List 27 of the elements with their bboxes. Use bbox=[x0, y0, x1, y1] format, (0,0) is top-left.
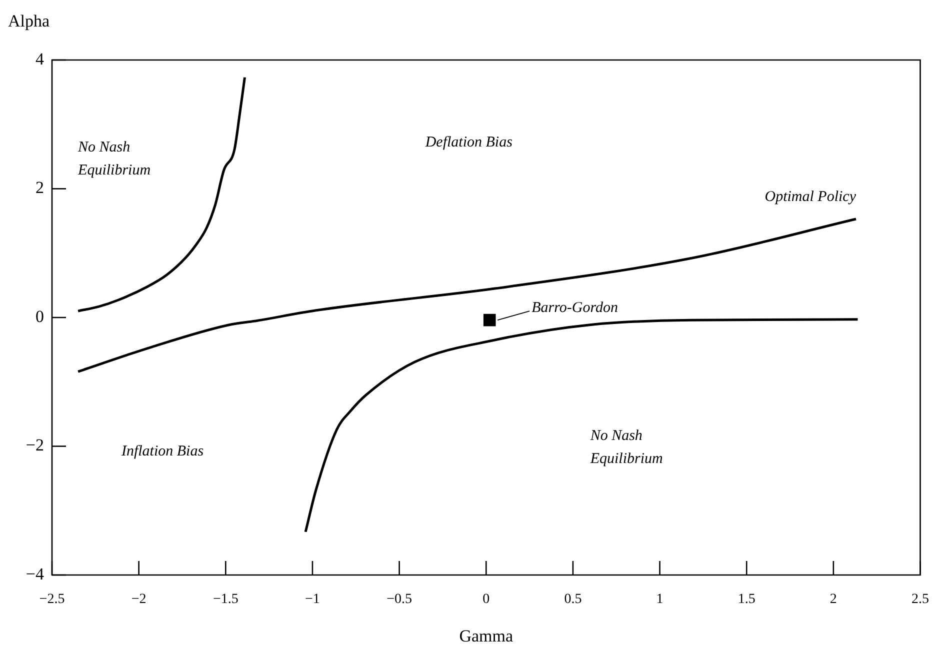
y-tick-label: −4 bbox=[26, 564, 44, 584]
y-tick-label: 0 bbox=[36, 306, 44, 326]
line-series bbox=[76, 76, 246, 312]
y-axis-title: Alpha bbox=[8, 11, 50, 30]
x-tick-label: 2.5 bbox=[912, 592, 929, 608]
annotation: Barro-Gordon bbox=[532, 300, 618, 316]
x-axis-title: Gamma bbox=[459, 626, 514, 646]
annotation: Inflation Bias bbox=[120, 443, 204, 460]
x-tick-label: 2 bbox=[830, 592, 837, 608]
x-tick-label: −2.5 bbox=[39, 592, 65, 608]
annotation: Deflation Bias bbox=[424, 134, 513, 150]
x-tick-label: 1.5 bbox=[738, 592, 756, 608]
line-series bbox=[76, 218, 858, 373]
y-tick-label: 4 bbox=[36, 49, 44, 68]
x-tick-label: 1 bbox=[656, 592, 664, 608]
x-tick-label: −2 bbox=[131, 592, 146, 608]
x-tick-label: −1.5 bbox=[212, 592, 238, 608]
x-tick-label: 0 bbox=[482, 592, 490, 608]
annotation: No Nash Equilibrium bbox=[589, 428, 663, 467]
x-tick-label: 0.5 bbox=[564, 592, 582, 608]
annotation: No Nash Equilibrium bbox=[77, 139, 151, 178]
y-tick-label: 2 bbox=[36, 178, 44, 198]
x-tick-label: −0.5 bbox=[386, 592, 412, 608]
series-label: Optimal Policy bbox=[764, 188, 856, 205]
line-series bbox=[304, 318, 859, 534]
y-tick-label: −2 bbox=[26, 436, 44, 455]
x-tick-label: −1 bbox=[305, 592, 320, 608]
